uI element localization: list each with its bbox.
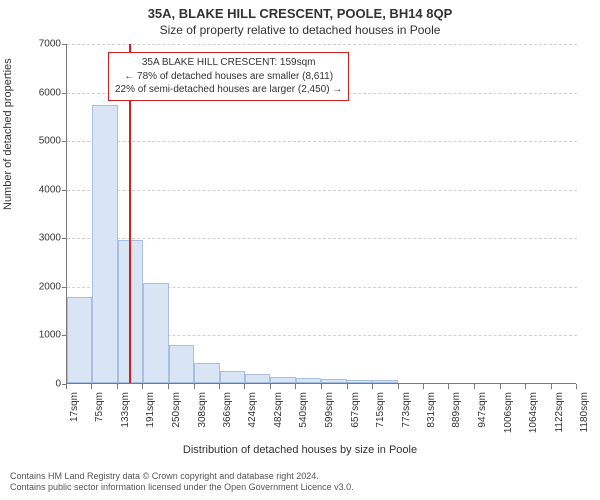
histogram-bar (347, 380, 372, 383)
footer-line-2: Contains public sector information licen… (10, 482, 354, 494)
footer: Contains HM Land Registry data © Crown c… (10, 471, 354, 494)
xtick-mark (66, 384, 67, 389)
xtick-label: 1180sqm (579, 392, 590, 452)
ytick-mark (62, 238, 67, 239)
ytick-label: 6000 (19, 87, 61, 98)
x-axis-label: Distribution of detached houses by size … (0, 444, 600, 456)
xtick-label: 482sqm (273, 392, 284, 452)
xtick-mark (142, 384, 143, 389)
xtick-label: 308sqm (197, 392, 208, 452)
xtick-label: 1006sqm (503, 392, 514, 452)
xtick-label: 17sqm (69, 392, 80, 452)
annotation-box: 35A BLAKE HILL CRESCENT: 159sqm ← 78% of… (108, 52, 349, 101)
xtick-mark (194, 384, 195, 389)
xtick-label: 1064sqm (528, 392, 539, 452)
xtick-label: 366sqm (222, 392, 233, 452)
xtick-mark (219, 384, 220, 389)
histogram-bar (92, 105, 117, 383)
histogram-bar (372, 380, 397, 383)
ytick-label: 0 (19, 379, 61, 390)
footer-line-1: Contains HM Land Registry data © Crown c… (10, 471, 354, 483)
histogram-bar (169, 345, 194, 383)
xtick-mark (551, 384, 552, 389)
histogram-bar (321, 379, 346, 383)
gridline-h (67, 190, 577, 191)
histogram-bar (296, 378, 321, 383)
ytick-label: 5000 (19, 136, 61, 147)
ytick-mark (62, 190, 67, 191)
plot-container: 01000200030004000500060007000 35A BLAKE … (66, 44, 576, 414)
gridline-h (67, 44, 577, 45)
xtick-label: 191sqm (145, 392, 156, 452)
xtick-label: 657sqm (350, 392, 361, 452)
annotation-line-2: ← 78% of detached houses are smaller (8,… (115, 70, 342, 84)
xtick-mark (321, 384, 322, 389)
xtick-label: 889sqm (451, 392, 462, 452)
ytick-mark (62, 93, 67, 94)
xtick-mark (347, 384, 348, 389)
histogram-bar (245, 374, 270, 383)
histogram-bar (270, 377, 295, 383)
xtick-label: 773sqm (401, 392, 412, 452)
xtick-mark (398, 384, 399, 389)
gridline-h (67, 141, 577, 142)
chart-title-sub: Size of property relative to detached ho… (0, 21, 600, 37)
xtick-mark (474, 384, 475, 389)
xtick-mark (270, 384, 271, 389)
histogram-bar (220, 371, 245, 383)
chart-title-main: 35A, BLAKE HILL CRESCENT, POOLE, BH14 8Q… (0, 0, 600, 21)
xtick-mark (91, 384, 92, 389)
xtick-mark (244, 384, 245, 389)
xtick-mark (525, 384, 526, 389)
ytick-label: 2000 (19, 281, 61, 292)
ytick-label: 3000 (19, 233, 61, 244)
xtick-mark (372, 384, 373, 389)
gridline-h (67, 238, 577, 239)
xtick-label: 424sqm (247, 392, 258, 452)
xtick-mark (423, 384, 424, 389)
histogram-bar (67, 297, 92, 383)
xtick-label: 599sqm (324, 392, 335, 452)
xtick-mark (500, 384, 501, 389)
ytick-label: 1000 (19, 330, 61, 341)
xtick-label: 250sqm (171, 392, 182, 452)
xtick-mark (576, 384, 577, 389)
ytick-label: 7000 (19, 39, 61, 50)
xtick-label: 715sqm (375, 392, 386, 452)
y-axis-label: Number of detached properties (2, 58, 14, 210)
histogram-bar (143, 283, 168, 383)
histogram-bar (194, 363, 219, 383)
ytick-mark (62, 44, 67, 45)
ytick-mark (62, 287, 67, 288)
xtick-mark (295, 384, 296, 389)
xtick-mark (448, 384, 449, 389)
annotation-line-3: 22% of semi-detached houses are larger (… (115, 83, 342, 97)
xtick-label: 831sqm (426, 392, 437, 452)
xtick-label: 75sqm (94, 392, 105, 452)
xtick-label: 540sqm (298, 392, 309, 452)
xtick-label: 947sqm (477, 392, 488, 452)
xtick-label: 1122sqm (554, 392, 565, 452)
xtick-mark (117, 384, 118, 389)
annotation-line-1: 35A BLAKE HILL CRESCENT: 159sqm (115, 56, 342, 70)
ytick-label: 4000 (19, 184, 61, 195)
xtick-label: 133sqm (120, 392, 131, 452)
xtick-mark (168, 384, 169, 389)
ytick-mark (62, 141, 67, 142)
